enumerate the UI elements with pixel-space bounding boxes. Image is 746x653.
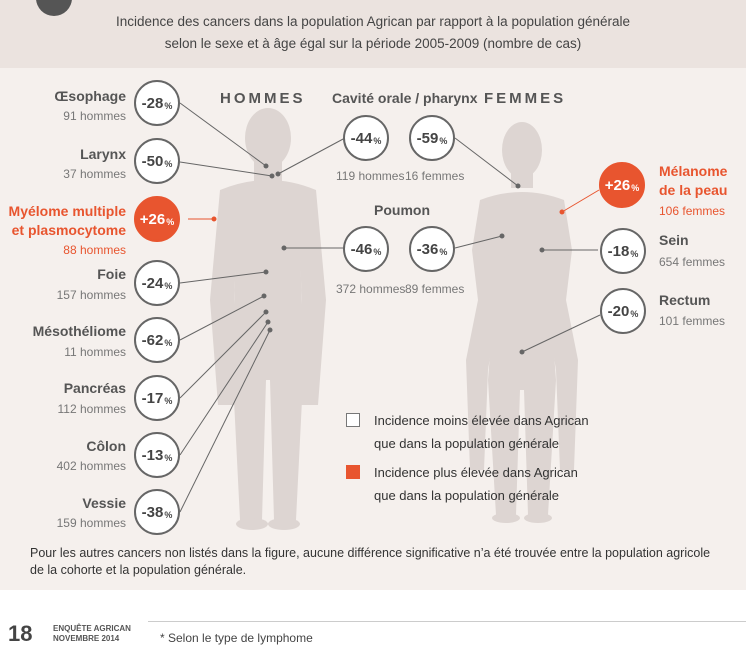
larynx-circle: -50% (134, 138, 180, 184)
pancreas-count: 112 hommes (57, 402, 126, 416)
cavite-women-circle: -59% (409, 115, 455, 161)
percent-sign: % (439, 136, 448, 146)
percent-sign: % (164, 281, 173, 291)
page-number: 18 (8, 621, 33, 646)
percent-sign: % (164, 338, 173, 348)
cavite-men-value: -44 (350, 129, 373, 147)
publication-name: ENQUÊTE AGRICAN (53, 624, 131, 633)
poumon-label: Poumon (374, 202, 430, 218)
oesophage-count: 91 hommes (63, 109, 126, 123)
figure-title-line2: selon le sexe et à âge égal sur la pério… (164, 36, 582, 51)
figure-header: Incidence des cancers dans la population… (0, 0, 746, 68)
women-section-label: FEMMES (484, 90, 567, 107)
pancreas-label: Pancréas (63, 380, 126, 396)
foie-circle: -24% (134, 260, 180, 306)
legend-high-swatch (346, 465, 360, 479)
myelome-value: +26 (139, 210, 166, 228)
cavite-men-count: 119 hommes (336, 169, 405, 183)
foie-value: -24 (141, 274, 164, 292)
vessie-count: 159 hommes (56, 516, 126, 530)
foie-count: 157 hommes (56, 288, 126, 302)
legend-high-line2: que dans la population générale (374, 488, 560, 503)
footer-divider (148, 621, 746, 622)
oesophage-circle: -28% (134, 80, 180, 126)
mesotheliome-count: 11 hommes (64, 345, 126, 359)
cavite-women-value: -59 (416, 129, 439, 147)
larynx-label: Larynx (80, 146, 126, 162)
myelome-count: 88 hommes (63, 243, 126, 257)
legend-low-line1: Incidence moins élevée dans Agrican (374, 413, 589, 428)
melanome-value: +26 (604, 176, 631, 194)
men-section-label: HOMMES (220, 90, 306, 107)
myelome-label-line1: Myélome multiple (8, 203, 126, 219)
cavite-women-count: 16 femmes (405, 169, 465, 183)
mesotheliome-value: -62 (141, 331, 164, 349)
colon-count: 402 hommes (56, 459, 126, 473)
figure-note: Pour les autres cancers non listés dans … (30, 546, 711, 577)
pancreas-circle: -17% (134, 375, 180, 421)
percent-sign: % (373, 136, 382, 146)
melanome-label-line1: Mélanome (659, 163, 728, 179)
rectum-circle: -20% (600, 288, 646, 334)
body-silhouettes (179, 102, 601, 530)
mesotheliome-circle: -62% (134, 317, 180, 363)
vessie-circle: -38% (134, 489, 180, 535)
figure-title-line1: Incidence des cancers dans la population… (115, 14, 631, 29)
cavite-men-circle: -44% (343, 115, 389, 161)
poumon-women-value: -36 (416, 240, 439, 258)
publication-date: NOVEMBRE 2014 (53, 634, 120, 643)
oesophage-value: -28 (141, 94, 164, 112)
sein-count: 654 femmes (659, 255, 726, 269)
percent-sign: % (164, 510, 173, 520)
percent-sign: % (630, 309, 639, 319)
sein-value: -18 (607, 242, 630, 260)
poumon-men-count: 372 hommes (336, 282, 406, 296)
oesophage-label: Œsophage (54, 88, 126, 104)
melanome-circle: +26% (599, 162, 645, 208)
percent-sign: % (631, 183, 640, 193)
poumon-men-circle: -46% (343, 226, 389, 272)
percent-sign: % (164, 159, 173, 169)
legend-low-line2: que dans la population générale (374, 436, 560, 451)
legend-low-swatch (346, 413, 360, 427)
foie-label: Foie (97, 266, 126, 282)
percent-sign: % (373, 247, 382, 257)
legend-high-line1: Incidence plus élevée dans Agrican (374, 465, 578, 480)
larynx-value: -50 (141, 152, 164, 170)
pancreas-value: -17 (141, 389, 164, 407)
colon-label: Côlon (86, 438, 126, 454)
vessie-value: -38 (141, 503, 164, 521)
connector-lines (179, 102, 601, 513)
poumon-women-count: 89 femmes (405, 282, 465, 296)
poumon-men-value: -46 (350, 240, 373, 258)
myelome-label-line2: et plasmocytome (11, 222, 126, 238)
rectum-value: -20 (607, 302, 630, 320)
myelome-circle: +26% (134, 196, 180, 242)
percent-sign: % (630, 249, 639, 259)
percent-sign: % (439, 247, 448, 257)
melanome-count: 106 femmes (659, 204, 726, 218)
vessie-label: Vessie (82, 495, 126, 511)
sein-label: Sein (659, 232, 689, 248)
percent-sign: % (164, 101, 173, 111)
rectum-count: 101 femmes (659, 314, 726, 328)
larynx-count: 37 hommes (63, 167, 126, 181)
sein-circle: -18% (600, 228, 646, 274)
male-silhouette (210, 108, 326, 530)
percent-sign: % (166, 217, 175, 227)
footnote: * Selon le type de lymphome (160, 631, 313, 645)
colon-value: -13 (141, 446, 164, 464)
header-badge-icon (36, 0, 72, 16)
percent-sign: % (164, 453, 173, 463)
mesotheliome-label: Mésothéliome (32, 323, 126, 339)
colon-circle: -13% (134, 432, 180, 478)
rectum-label: Rectum (659, 292, 711, 308)
cavite-label: Cavité orale / pharynx (332, 90, 478, 106)
percent-sign: % (164, 396, 173, 406)
melanome-label-line2: de la peau (659, 182, 728, 198)
poumon-women-circle: -36% (409, 226, 455, 272)
